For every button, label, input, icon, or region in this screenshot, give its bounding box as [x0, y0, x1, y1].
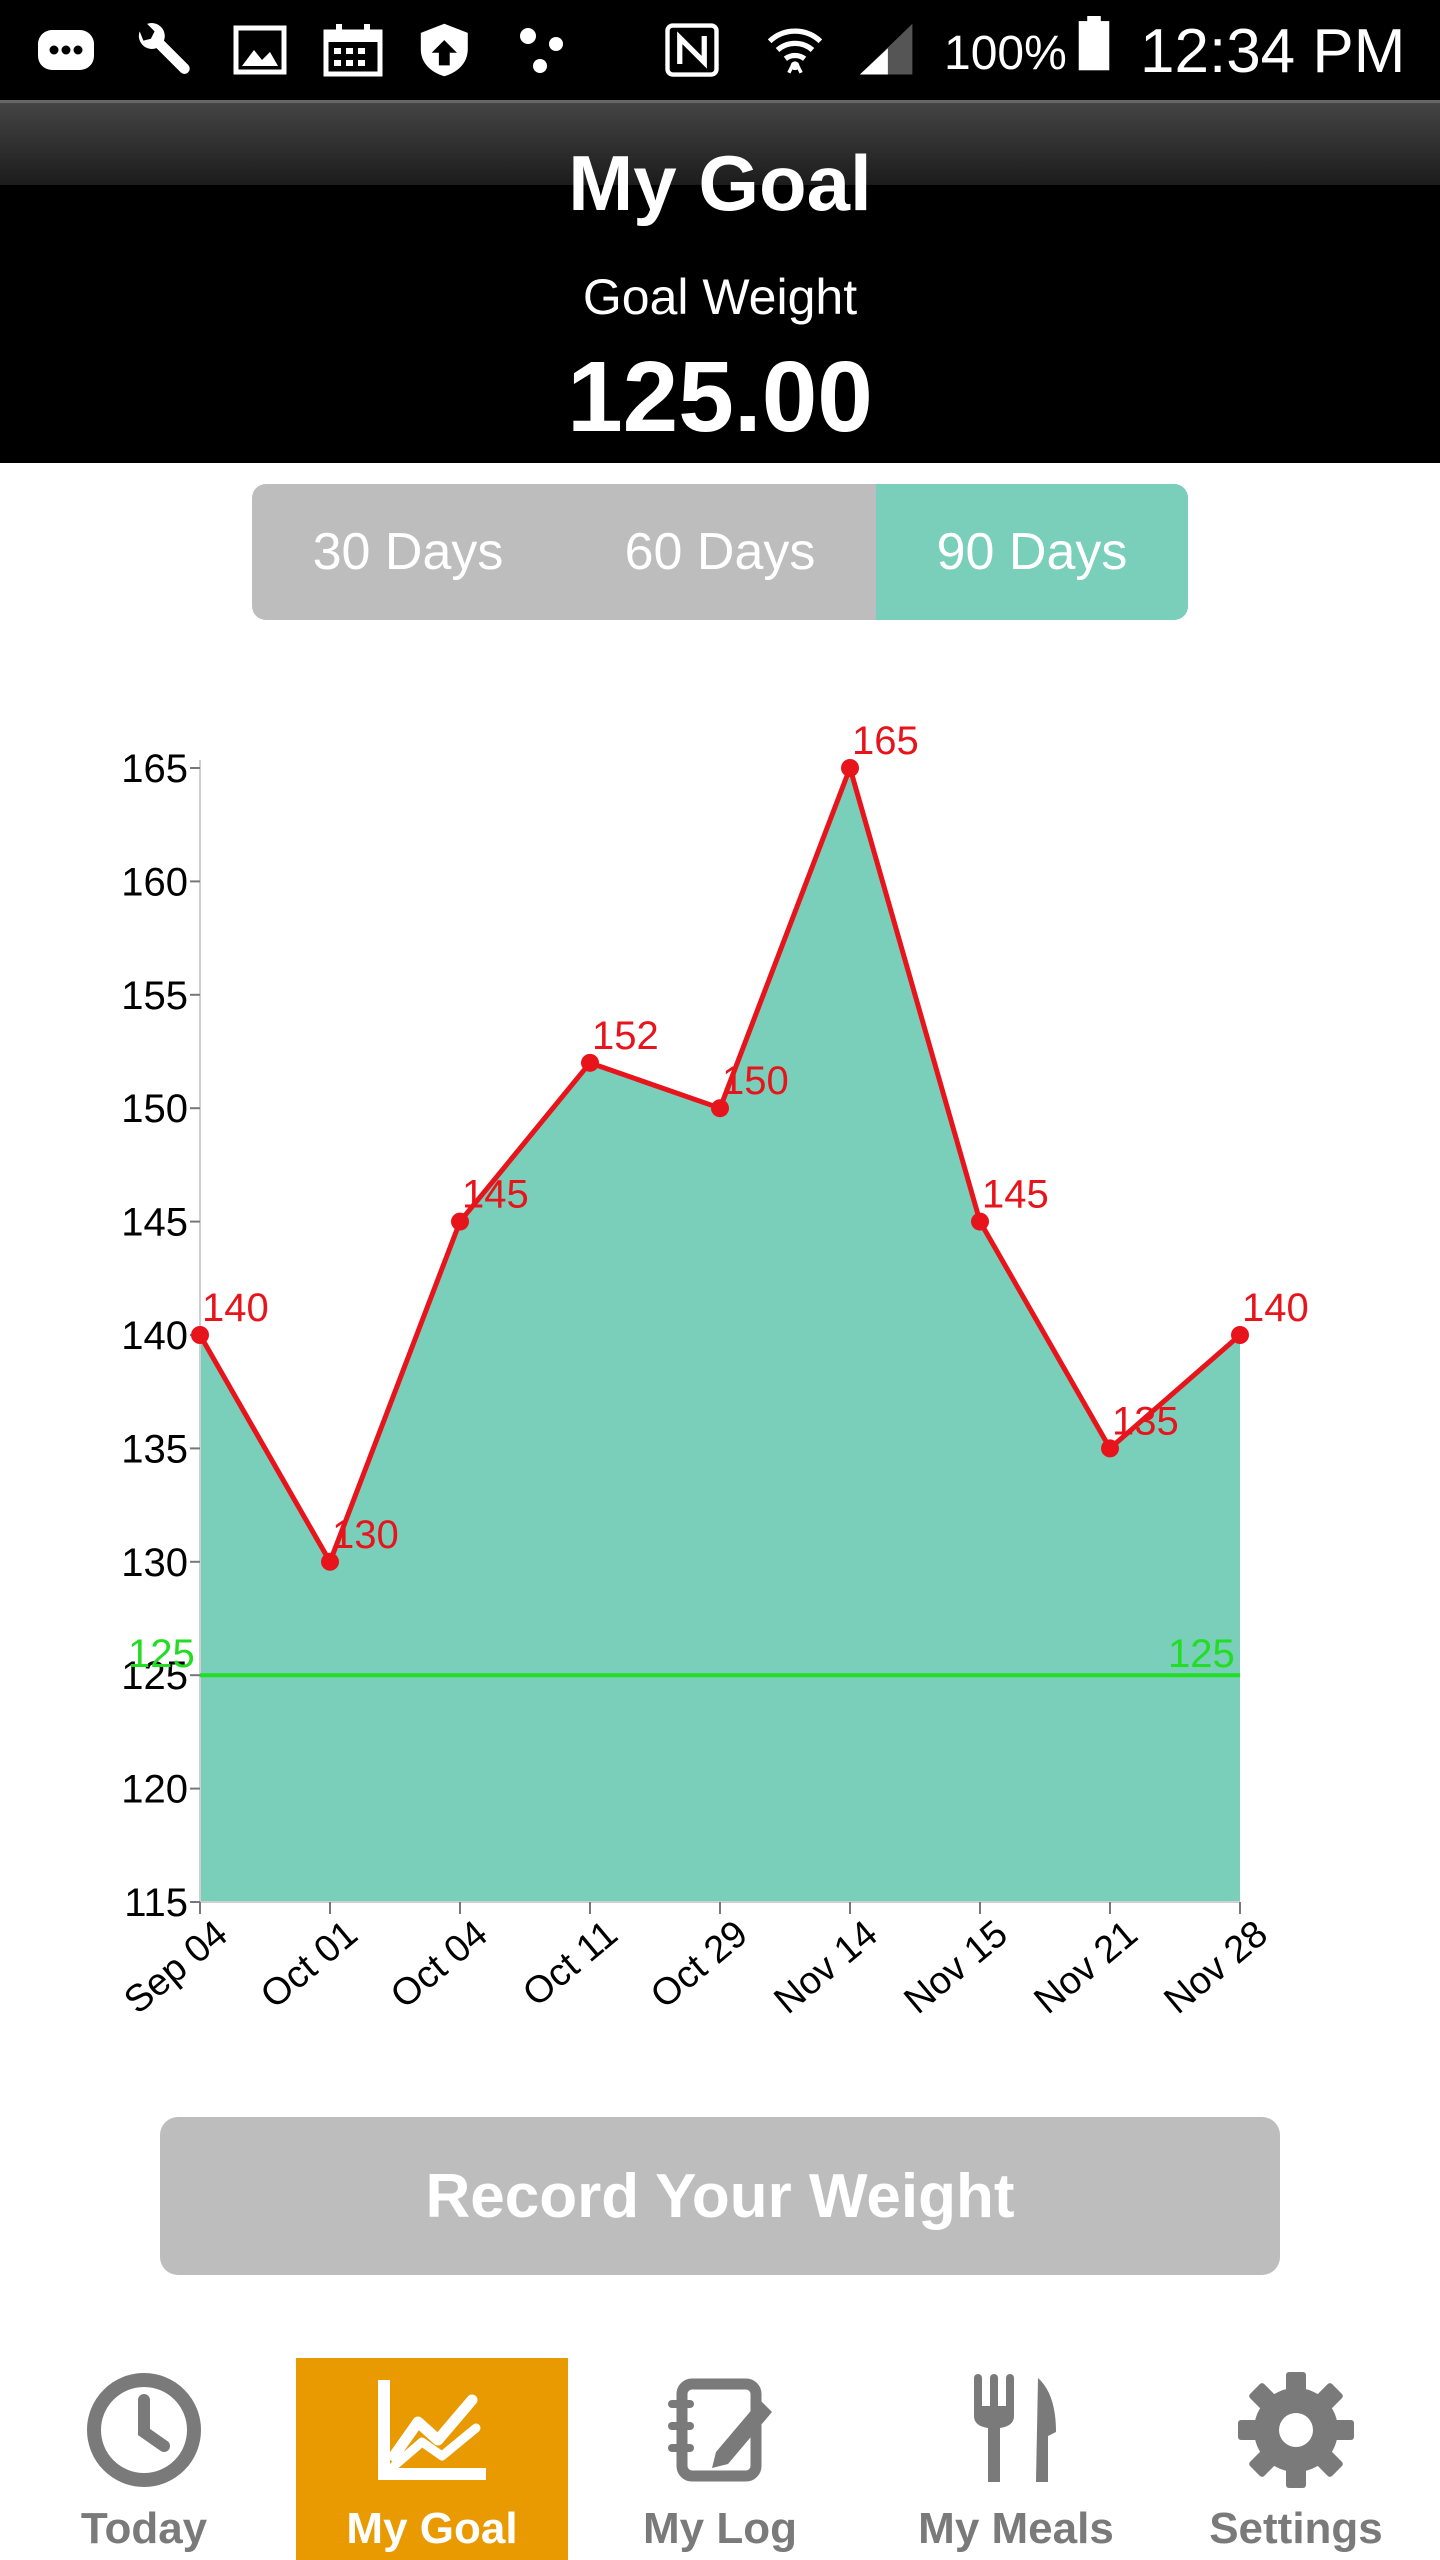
status-bar: 100% 12:34 PM	[0, 0, 1440, 100]
x-tick-label: Nov 28	[1157, 1913, 1276, 2023]
image-icon	[233, 25, 287, 75]
y-tick-label: 160	[121, 860, 188, 904]
y-tick-label: 150	[121, 1087, 188, 1131]
wrench-icon	[138, 23, 190, 74]
x-tick-label: Oct 04	[383, 1913, 496, 2017]
x-tick-label: Oct 29	[643, 1913, 756, 2017]
battery-percent: 100%	[944, 27, 1067, 80]
calendar-icon	[323, 24, 383, 77]
page-header: My Goal Goal Weight 125.00	[0, 100, 1440, 463]
tab-today[interactable]: Today	[8, 2358, 280, 2560]
data-label: 130	[332, 1513, 399, 1557]
goal-weight-label: Goal Weight	[582, 269, 858, 325]
y-tick-label: 140	[121, 1314, 188, 1358]
record-weight-button[interactable]: Record Your Weight	[160, 2117, 1280, 2275]
data-point	[451, 1212, 469, 1231]
range-tab-60-days[interactable]: 60 Days	[624, 523, 816, 581]
bottom-tab-bar: Today My Goal My Log My Meals	[0, 2340, 1440, 2560]
data-label: 165	[852, 719, 919, 763]
x-tick-label: Nov 14	[767, 1913, 886, 2023]
data-point	[841, 759, 859, 777]
notebook-icon	[668, 2378, 772, 2482]
clock-time: 12:34 PM	[1140, 17, 1406, 86]
page-title: My Goal	[568, 139, 872, 227]
wifi-icon	[767, 28, 823, 74]
tab-settings[interactable]: Settings	[1160, 2358, 1432, 2560]
data-label: 152	[592, 1014, 659, 1058]
x-tick-label: Nov 15	[897, 1913, 1016, 2023]
chart-icon	[378, 2380, 486, 2480]
shield-icon	[420, 23, 468, 77]
tab-label: Settings	[1209, 2504, 1383, 2553]
chart-area	[200, 768, 1240, 1902]
tab-label: Today	[80, 2504, 208, 2553]
nfc-icon	[665, 23, 719, 77]
y-tick-label: 130	[121, 1541, 188, 1585]
data-label: 145	[462, 1173, 529, 1217]
y-tick-label: 165	[121, 747, 188, 791]
signal-icon	[859, 23, 913, 75]
y-tick-label: 155	[121, 974, 188, 1018]
data-point	[321, 1552, 339, 1571]
messenger-icon	[38, 30, 94, 70]
header-gloss	[0, 100, 1440, 185]
data-label: 150	[722, 1059, 789, 1103]
y-tick-label: 145	[121, 1201, 188, 1245]
data-point	[581, 1053, 599, 1072]
y-tick-label: 135	[121, 1427, 188, 1471]
data-label: 135	[1112, 1399, 1179, 1443]
battery-icon	[1078, 16, 1110, 71]
range-selector: 30 Days 60 Days 90 Days	[252, 484, 1188, 620]
y-tick-label: 125	[121, 1654, 188, 1698]
tab-label: My Log	[643, 2504, 797, 2553]
data-point	[1231, 1326, 1249, 1344]
fork-knife-icon	[974, 2374, 1056, 2482]
range-tab-30-days[interactable]: 30 Days	[312, 523, 504, 581]
tab-my-log[interactable]: My Log	[584, 2358, 856, 2560]
x-tick-label: Oct 01	[253, 1913, 366, 2017]
tab-label: My Goal	[346, 2504, 518, 2553]
data-label: 140	[202, 1286, 269, 1330]
tab-label: My Meals	[918, 2504, 1114, 2553]
x-tick-label: Oct 11	[515, 1913, 626, 2015]
goal-weight-value: 125.00	[567, 341, 873, 453]
dots-icon	[520, 28, 563, 73]
data-point	[971, 1212, 989, 1231]
data-label: 145	[982, 1173, 1049, 1217]
gear-icon	[1238, 2372, 1354, 2488]
tab-my-goal[interactable]: My Goal	[296, 2358, 568, 2560]
goal-label-right: 125	[1168, 1632, 1235, 1676]
y-tick-label: 120	[121, 1768, 188, 1812]
x-tick-label: Nov 21	[1027, 1913, 1146, 2023]
data-point	[191, 1326, 209, 1344]
tab-my-meals[interactable]: My Meals	[880, 2358, 1152, 2560]
range-tab-90-days[interactable]: 90 Days	[876, 484, 1188, 620]
data-point	[711, 1099, 729, 1118]
data-point	[1101, 1439, 1119, 1458]
clock-icon	[87, 2373, 201, 2487]
data-label: 140	[1242, 1286, 1309, 1330]
x-tick-label: Sep 04	[117, 1913, 236, 2023]
goal-label-left: 125	[128, 1632, 195, 1676]
y-tick-label: 115	[124, 1881, 188, 1925]
